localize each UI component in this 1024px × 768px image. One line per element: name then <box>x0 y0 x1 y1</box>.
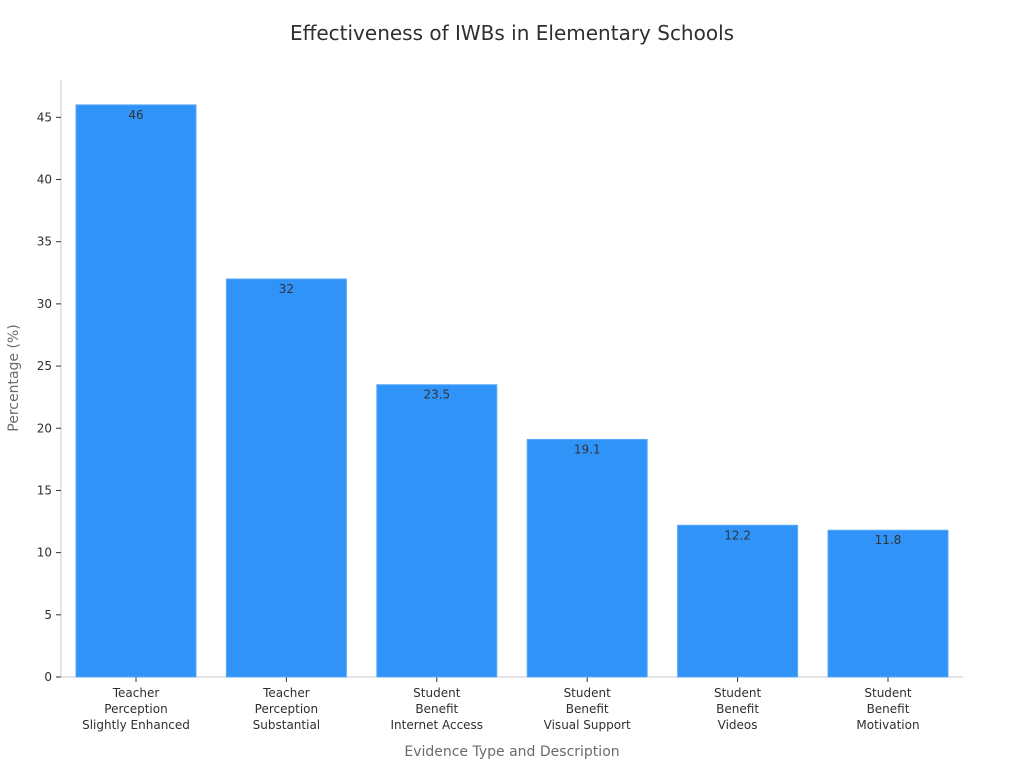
x-tick-label-line: Perception <box>255 702 318 716</box>
x-tick-label-line: Visual Support <box>544 718 631 732</box>
y-tick-label: 30 <box>37 297 52 311</box>
bar-value-label: 23.5 <box>423 388 450 402</box>
chart-title: Effectiveness of IWBs in Elementary Scho… <box>290 21 734 45</box>
x-tick-label-line: Benefit <box>566 702 609 716</box>
y-tick-label: 15 <box>37 483 52 497</box>
x-tick-label: Student Benefit Videos <box>714 686 762 732</box>
x-axis: Teacher Perception Slightly EnhancedTeache… <box>61 676 963 732</box>
x-tick-label-line: Motivation <box>856 718 919 732</box>
y-tick-label: 25 <box>37 359 52 373</box>
y-tick-label: 35 <box>37 235 52 249</box>
y-tick-label: 45 <box>37 110 52 124</box>
x-tick-label-line: Teacher <box>262 686 310 700</box>
x-tick-label-line: Slightly Enhanced <box>82 718 190 732</box>
bar-value-label: 46 <box>128 108 143 122</box>
x-tick-label-line: Student <box>864 686 912 700</box>
x-tick-label: Teacher Perception Substantial <box>253 686 320 732</box>
bar-value-label: 32 <box>279 282 294 296</box>
y-tick-label: 20 <box>37 421 52 435</box>
x-tick-label-line: Teacher <box>112 686 160 700</box>
y-axis: 0 5 10 15 20 25 30 35 40 45 <box>37 80 62 684</box>
y-tick-label: 5 <box>44 608 52 622</box>
y-tick-label: 0 <box>44 670 52 684</box>
bar <box>75 104 197 678</box>
x-tick-label-line: Perception <box>104 702 167 716</box>
bar <box>677 524 799 678</box>
bar-value-label: 11.8 <box>875 533 902 547</box>
x-tick-label-line: Student <box>413 686 461 700</box>
x-tick-label-line: Videos <box>718 718 758 732</box>
x-tick-label: Teacher Perception Slightly Enhanced <box>82 686 190 732</box>
x-tick-label: Student Benefit Visual Support <box>544 686 631 732</box>
x-tick-label-line: Benefit <box>415 702 458 716</box>
y-tick-label: 40 <box>37 173 52 187</box>
x-tick-label-line: Student <box>564 686 612 700</box>
bar-value-labels: 46 32 23.5 19.1 12.2 11.8 <box>128 108 901 547</box>
bar-value-label: 19.1 <box>574 442 601 456</box>
bar <box>225 278 347 678</box>
x-tick-label-line: Internet Access <box>391 718 484 732</box>
x-tick-label: Student Benefit Motivation <box>856 686 919 732</box>
bar <box>827 529 949 678</box>
x-axis-label: Evidence Type and Description <box>404 744 619 760</box>
x-tick-label-line: Benefit <box>716 702 759 716</box>
bar-value-label: 12.2 <box>724 528 751 542</box>
x-tick-label-line: Benefit <box>867 702 910 716</box>
y-tick-label: 10 <box>37 546 52 560</box>
bar <box>376 384 498 678</box>
y-axis-label: Percentage (%) <box>6 324 22 431</box>
x-tick-label: Student Benefit Internet Access <box>391 686 484 732</box>
x-tick-label-line: Student <box>714 686 762 700</box>
x-tick-label-line: Substantial <box>253 718 320 732</box>
bar <box>526 438 648 678</box>
bars-group <box>75 104 949 678</box>
